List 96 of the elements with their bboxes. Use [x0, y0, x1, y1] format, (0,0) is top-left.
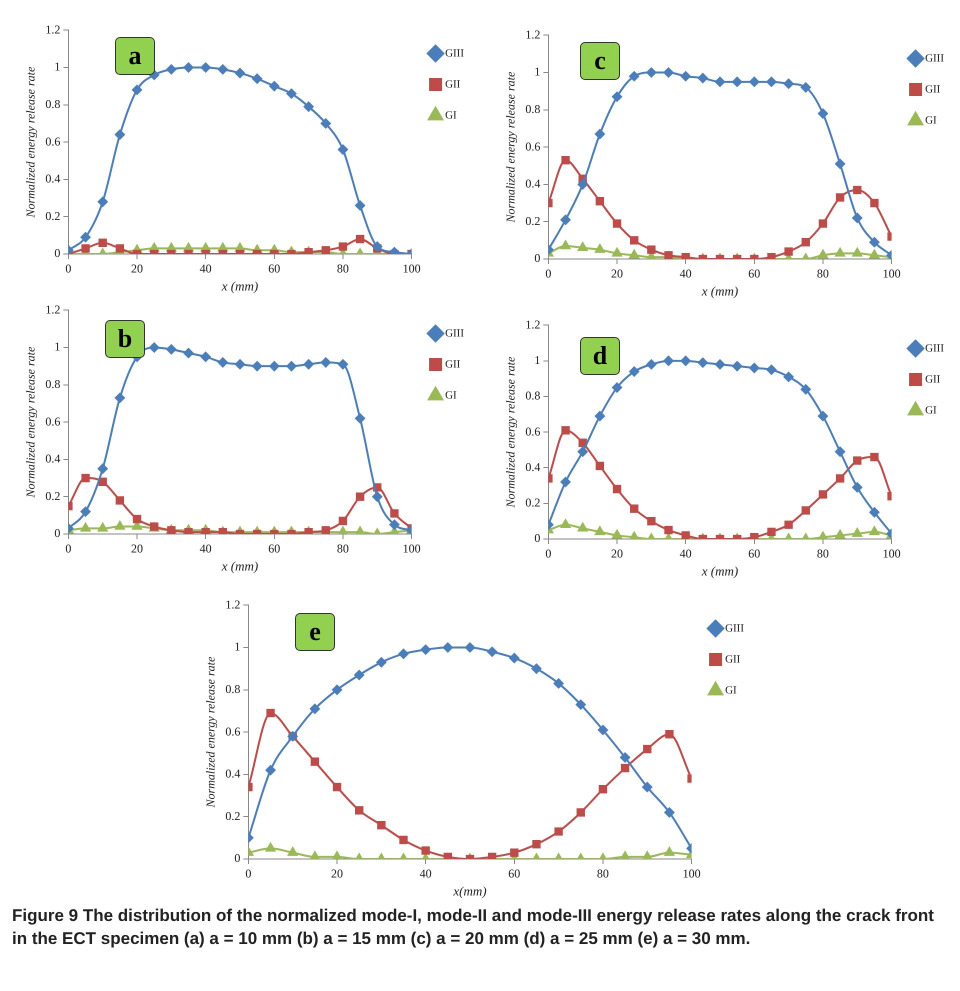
- x-tick-label: 0: [545, 266, 552, 280]
- annotation: e: [295, 613, 335, 651]
- x-axis-title: x (mm): [220, 558, 258, 574]
- y-tick-label: 0.2: [45, 208, 60, 223]
- y-axis-title: Normalized energy release rate: [23, 346, 38, 498]
- y-tick-label: 1.2: [525, 27, 540, 42]
- x-axis-title: x (mm): [700, 284, 738, 299]
- x-axis-title: x (mm): [220, 278, 258, 294]
- x-tick-label: 20: [331, 866, 344, 880]
- y-tick-label: 0.4: [525, 460, 540, 474]
- x-tick-label: 20: [131, 261, 144, 276]
- x-tick-label: 100: [682, 866, 701, 880]
- legend-label: GI: [925, 114, 938, 126]
- y-axis-title: Normalized energy release rate: [23, 66, 38, 218]
- y-tick-label: 1.2: [525, 317, 540, 332]
- y-tick-label: 1.2: [45, 302, 60, 316]
- y-tick-label: 0.4: [525, 176, 540, 191]
- y-tick-label: 0.8: [45, 96, 60, 111]
- x-tick-label: 60: [268, 261, 280, 276]
- x-tick-label: 0: [545, 546, 552, 560]
- legend-label: GIII: [445, 47, 464, 60]
- y-tick-label: 0.4: [45, 172, 60, 186]
- y-tick-label: 0: [234, 851, 240, 866]
- x-tick-label: 60: [268, 541, 280, 556]
- x-tick-label: 20: [131, 541, 144, 556]
- y-tick-label: 0: [534, 531, 540, 546]
- y-tick-label: 0.4: [45, 452, 60, 466]
- x-tick-label: 60: [748, 546, 760, 560]
- y-tick-label: 0.2: [525, 214, 540, 228]
- x-tick-label: 0: [65, 541, 72, 556]
- x-tick-label: 20: [611, 266, 624, 280]
- x-tick-label: 80: [596, 866, 609, 880]
- annotation: d: [580, 337, 620, 375]
- y-tick-label: 0.2: [525, 496, 540, 510]
- y-axis-title: Normalized energy release rate: [203, 656, 218, 808]
- x-tick-label: 40: [200, 541, 212, 556]
- y-tick-label: 1.2: [225, 597, 240, 612]
- y-tick-label: 0.4: [225, 766, 240, 781]
- x-tick-label: 100: [402, 541, 421, 556]
- y-tick-label: 0: [54, 246, 60, 260]
- x-tick-label: 80: [816, 546, 829, 560]
- y-axis-title: Normalized energy release rate: [503, 356, 518, 508]
- x-tick-label: 0: [65, 261, 72, 276]
- y-tick-label: 1: [534, 352, 540, 367]
- y-tick-label: 0.6: [45, 134, 60, 148]
- y-tick-label: 0.6: [225, 724, 240, 738]
- x-tick-label: 100: [402, 261, 421, 276]
- y-tick-label: 0: [54, 526, 60, 540]
- legend-label: GI: [725, 684, 738, 696]
- annotation: b: [105, 320, 145, 358]
- x-tick-label: 80: [816, 266, 829, 280]
- x-tick-label: 40: [420, 866, 432, 880]
- legend-label: GII: [925, 83, 941, 96]
- legend-label: GI: [925, 404, 938, 416]
- x-tick-label: 80: [336, 541, 349, 556]
- y-tick-label: 0.8: [225, 682, 240, 696]
- y-axis-title: Normalized energy release rate: [503, 71, 518, 224]
- legend-label: GII: [445, 358, 461, 370]
- legend-label: GII: [445, 78, 461, 90]
- y-tick-label: 1: [234, 640, 240, 654]
- caption: Figure 9 The distribution of the normalized mode-I, mode-II and mode-III energy release rates along the crack front in the ECT specimen (a) a = 10 mm (b) a = 15 mm (c) a = 20 mm (d) a = 25 mm (e) a = 30 mm.: [12, 905, 935, 950]
- x-tick-label: 100: [882, 546, 901, 560]
- x-axis-title: x (mm): [700, 564, 738, 579]
- x-tick-label: 40: [680, 266, 692, 280]
- y-tick-label: 1: [54, 60, 60, 74]
- y-tick-label: 0.8: [525, 102, 540, 116]
- x-tick-label: 0: [245, 866, 252, 880]
- x-tick-label: 40: [680, 546, 692, 560]
- legend-label: GIII: [445, 327, 464, 340]
- y-tick-label: 0: [534, 251, 540, 266]
- legend-label: GIII: [925, 342, 944, 354]
- y-tick-label: 0.6: [525, 139, 540, 154]
- y-tick-label: 0.8: [525, 388, 540, 403]
- y-tick-label: 0.8: [45, 376, 60, 391]
- y-tick-label: 0.2: [45, 488, 60, 503]
- y-tick-label: 1: [534, 64, 540, 79]
- annotation: a: [115, 37, 155, 75]
- legend-label: GII: [725, 653, 741, 666]
- legend-label: GI: [445, 109, 458, 122]
- x-tick-label: 100: [882, 266, 901, 280]
- x-tick-label: 40: [200, 261, 212, 276]
- y-tick-label: 0.2: [225, 808, 240, 823]
- x-tick-label: 60: [508, 866, 520, 880]
- x-tick-label: 80: [336, 261, 349, 276]
- legend-label: GIII: [925, 52, 944, 64]
- x-tick-label: 60: [748, 266, 760, 280]
- legend-label: GI: [445, 389, 458, 402]
- y-tick-label: 0.6: [525, 424, 540, 438]
- y-tick-label: 1.2: [45, 22, 60, 36]
- annotation: c: [580, 42, 620, 80]
- x-tick-label: 20: [611, 546, 624, 560]
- legend-label: GII: [925, 373, 941, 386]
- legend-label: GIII: [725, 622, 744, 634]
- y-tick-label: 0.6: [45, 414, 60, 428]
- y-tick-label: 1: [54, 340, 60, 354]
- x-axis-title: x(mm): [452, 884, 487, 899]
